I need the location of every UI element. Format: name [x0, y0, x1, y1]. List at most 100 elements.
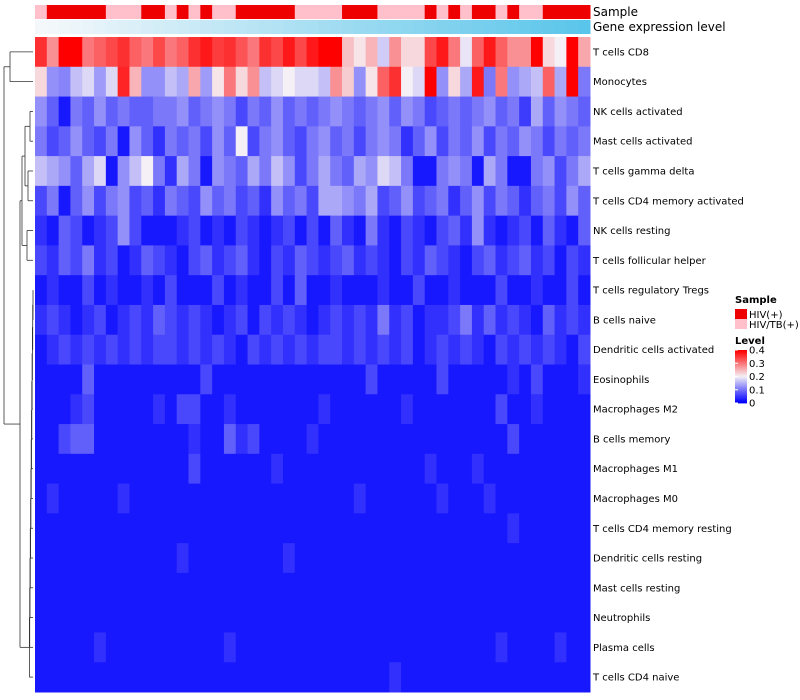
heat-cell-r11-c10: [153, 364, 166, 395]
sample-annotation-cell: [424, 5, 437, 19]
heat-cell-r3-c41: [519, 126, 532, 157]
heat-cell-r8-c34: [436, 275, 449, 306]
heat-cell-r8-c24: [318, 275, 331, 306]
heat-cell-r13-c32: [412, 424, 426, 455]
heat-cell-r15-c1: [46, 483, 60, 514]
heat-cell-r16-c30: [389, 513, 402, 544]
heat-cell-r17-c24: [318, 543, 331, 574]
heat-cell-r3-c3: [70, 126, 83, 157]
heat-cell-r3-c17: [235, 126, 249, 157]
heat-cell-r4-c31: [401, 156, 414, 187]
heat-cell-r3-c6: [105, 126, 119, 157]
colorbar-segment: [735, 376, 747, 379]
heat-cell-r5-c21: [282, 185, 296, 217]
heat-cell-r18-c5: [94, 572, 107, 604]
expression-annotation-cell: [554, 20, 567, 34]
heat-cell-r7-c20: [271, 245, 284, 276]
heat-cell-r4-c29: [377, 156, 390, 187]
heat-cell-r19-c20: [271, 602, 284, 633]
heat-cell-r0-c16: [223, 37, 237, 68]
heat-cell-r9-c21: [282, 304, 296, 336]
heat-cell-r19-c0: [35, 602, 48, 633]
heat-cell-r8-c6: [105, 275, 119, 306]
heat-cell-r15-c6: [105, 483, 119, 514]
heat-cell-r18-c11: [164, 572, 178, 604]
heat-cell-r12-c21: [282, 394, 296, 425]
heat-cell-r13-c44: [554, 424, 567, 455]
heat-cell-r16-c44: [554, 513, 567, 544]
heat-cell-r8-c2: [58, 275, 71, 306]
heat-cell-r17-c6: [105, 543, 119, 574]
heat-cell-r21-c3: [70, 662, 83, 693]
heat-cell-r11-c22: [294, 364, 308, 395]
heat-cell-r15-c9: [141, 483, 154, 514]
heat-cell-r14-c39: [495, 453, 508, 485]
heat-cell-r4-c24: [318, 156, 331, 187]
heat-cell-r13-c34: [436, 424, 449, 455]
heat-cell-r4-c1: [46, 156, 60, 187]
heat-cell-r3-c27: [353, 126, 367, 157]
heat-cell-r9-c43: [542, 304, 556, 336]
heat-cell-r19-c41: [519, 602, 532, 633]
heat-cell-r10-c27: [353, 334, 367, 365]
heat-cell-r20-c40: [507, 632, 520, 663]
colorbar-segment: [735, 377, 747, 380]
heat-cell-r0-c14: [200, 37, 213, 68]
heat-cell-r9-c30: [389, 304, 402, 336]
heat-cell-r17-c32: [412, 543, 426, 574]
sample-annotation-cell: [82, 5, 95, 19]
heat-cell-r10-c44: [554, 334, 567, 365]
heat-cell-r17-c1: [46, 543, 60, 574]
heat-cell-r6-c42: [530, 215, 544, 246]
heat-cell-r4-c3: [70, 156, 83, 187]
heat-cell-r5-c34: [436, 185, 449, 217]
heat-cell-r9-c37: [471, 304, 485, 336]
heat-cell-r18-c6: [105, 572, 119, 604]
expression-annotation-cell: [164, 20, 178, 34]
heat-cell-r6-c34: [436, 215, 449, 246]
heat-cell-r17-c25: [330, 543, 343, 574]
heat-cell-r6-c19: [259, 215, 272, 246]
heat-cell-r17-c17: [235, 543, 249, 574]
heat-cell-r15-c2: [58, 483, 71, 514]
heat-cell-r4-c20: [271, 156, 284, 187]
colorbar-segment: [735, 361, 747, 364]
legend-label-hiv: HIV(+): [749, 310, 783, 321]
row-label: T cells regulatory Tregs: [592, 286, 709, 297]
heat-cell-r17-c33: [424, 543, 437, 574]
heat-cell-r17-c21: [282, 543, 296, 574]
heat-cell-r6-c24: [318, 215, 331, 246]
heat-cell-r12-c8: [129, 394, 142, 425]
legend-label-hiv-tb: HIV/TB(+): [749, 320, 799, 331]
heat-cell-r14-c15: [212, 453, 225, 485]
heat-cell-r21-c8: [129, 662, 142, 693]
heat-cell-r20-c34: [436, 632, 449, 663]
colorbar-segment: [735, 356, 747, 359]
heat-cell-r21-c26: [342, 662, 355, 693]
heat-cell-r6-c13: [188, 215, 201, 246]
heat-cell-r16-c23: [306, 513, 319, 544]
heat-cell-r5-c26: [342, 185, 355, 217]
heat-cell-r12-c29: [377, 394, 390, 425]
annotation-label-sample: Sample: [593, 5, 638, 19]
heat-cell-r16-c38: [483, 513, 497, 544]
heat-cell-r7-c29: [377, 245, 390, 276]
colorbar-tick-label: 0.4: [749, 346, 765, 357]
heat-cell-r1-c12: [176, 66, 190, 98]
heat-cell-r18-c12: [176, 572, 190, 604]
heat-cell-r20-c16: [223, 632, 237, 663]
sample-annotation-cell: [235, 5, 249, 19]
heat-cell-r13-c0: [35, 424, 48, 455]
heat-cell-r20-c44: [554, 632, 567, 663]
heat-cell-r8-c45: [566, 275, 579, 306]
heat-cell-r5-c0: [35, 185, 48, 217]
heat-cell-r14-c46: [578, 453, 591, 485]
heat-cell-r4-c26: [342, 156, 355, 187]
heat-cell-r3-c33: [424, 126, 437, 157]
heat-cell-r8-c43: [542, 275, 556, 306]
heat-cell-r7-c24: [318, 245, 331, 276]
heat-cell-r8-c29: [377, 275, 390, 306]
heat-cell-r13-c15: [212, 424, 225, 455]
heat-cell-r16-c34: [436, 513, 449, 544]
